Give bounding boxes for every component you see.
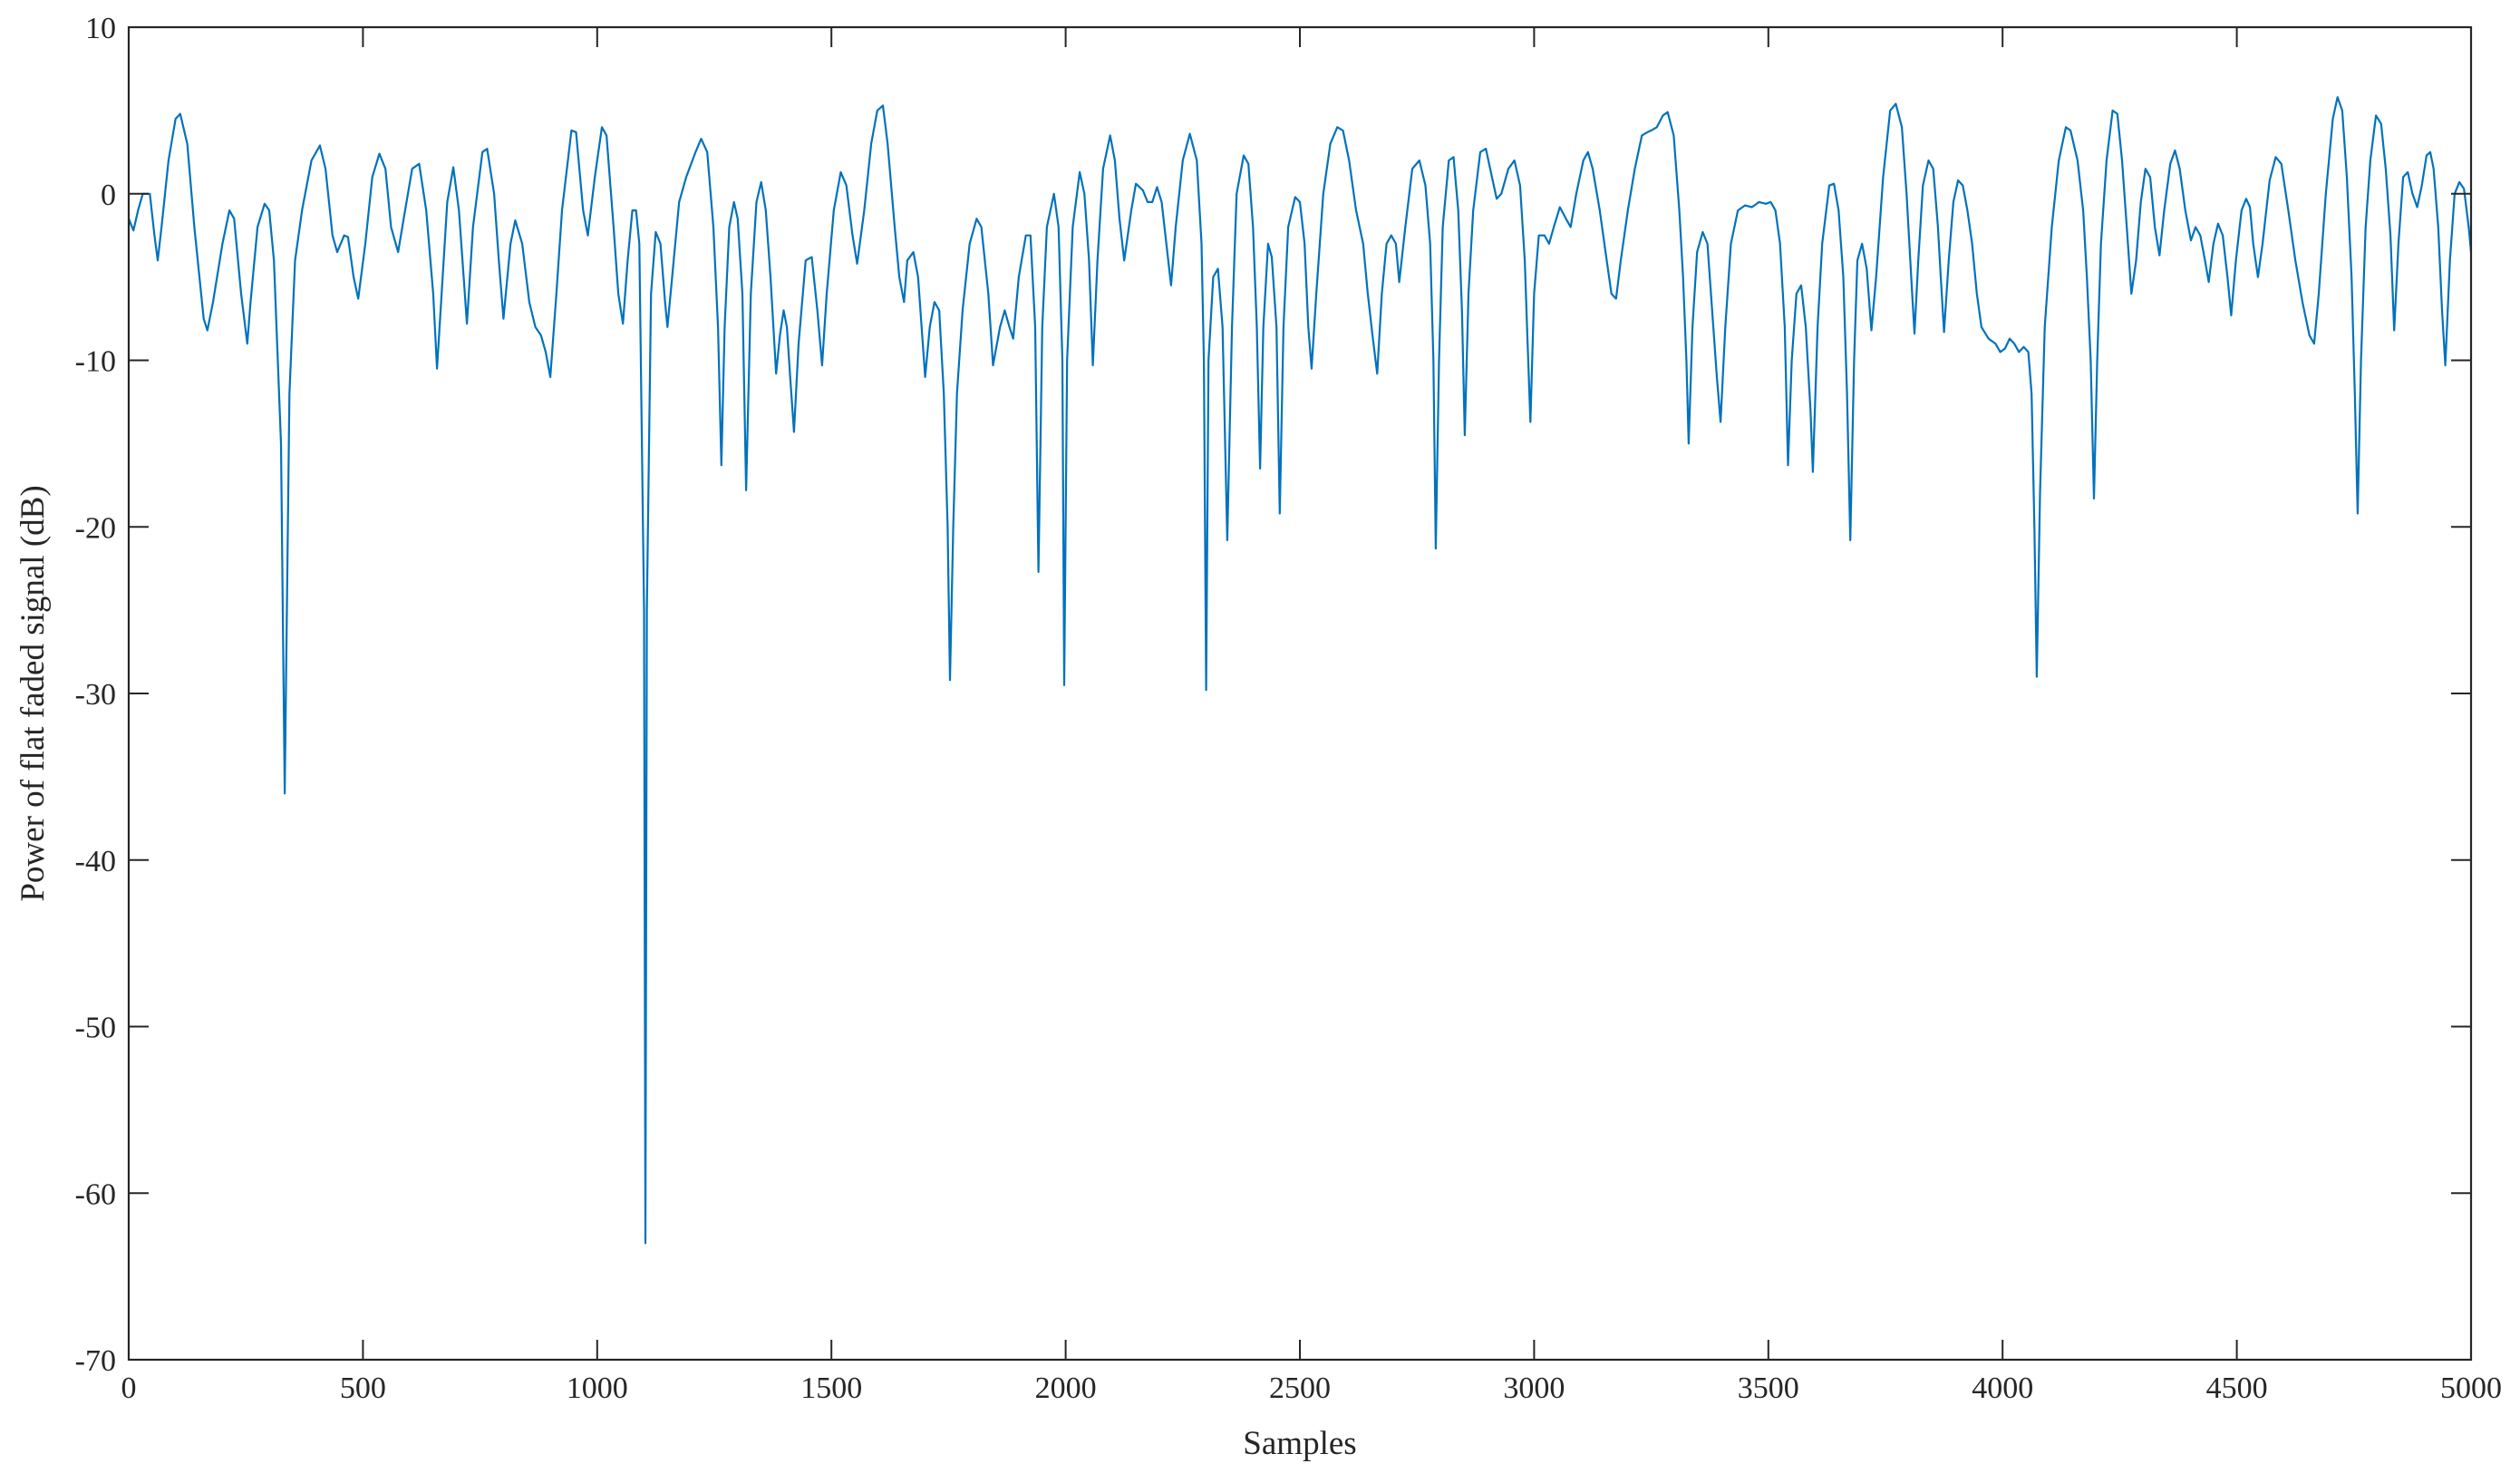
x-tick-label: 3000 <box>1503 1372 1565 1405</box>
y-tick-label: -50 <box>75 1012 116 1045</box>
x-tick-label: 1000 <box>567 1372 628 1405</box>
x-tick-label: 0 <box>121 1372 137 1405</box>
x-tick-label: 2500 <box>1269 1372 1331 1405</box>
y-tick-label: -70 <box>75 1344 116 1378</box>
y-tick-label: 0 <box>101 179 116 212</box>
y-tick-label: -20 <box>75 511 116 545</box>
series-line-1 <box>129 96 2471 1245</box>
x-tick-label: 4500 <box>2206 1372 2268 1405</box>
plot-area <box>129 27 2471 1360</box>
x-axis-label: Samples <box>1243 1425 1356 1462</box>
y-tick-label: -40 <box>75 845 116 878</box>
x-tick-label: 500 <box>340 1372 386 1405</box>
y-axis-label: Power of flat faded signal (dB) <box>15 485 52 901</box>
y-tick-label: 10 <box>85 12 116 45</box>
x-tick-label: 2000 <box>1035 1372 1097 1405</box>
x-tick-label: 1500 <box>800 1372 862 1405</box>
x-tick-label: 4000 <box>1972 1372 2033 1405</box>
y-tick-label: -10 <box>75 345 116 379</box>
y-tick-label: -60 <box>75 1178 116 1211</box>
x-tick-label: 3500 <box>1738 1372 1799 1405</box>
y-tick-label: -30 <box>75 678 116 712</box>
x-tick-label: 5000 <box>2440 1372 2502 1405</box>
